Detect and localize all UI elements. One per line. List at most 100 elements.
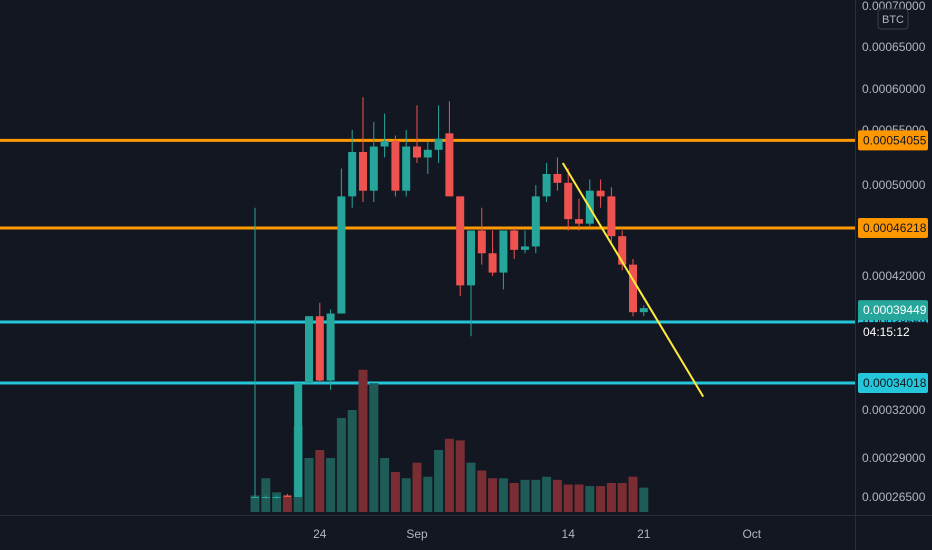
candle <box>380 113 389 158</box>
level-price-tag-bg <box>858 372 928 393</box>
candle-body <box>402 146 411 191</box>
candle-body <box>326 313 335 381</box>
candle <box>531 185 540 254</box>
candle-body <box>639 308 648 313</box>
y-tick-label: 0.00070000 <box>862 0 926 13</box>
volume-bar <box>552 479 562 512</box>
volume-bar <box>423 476 433 512</box>
candle-body <box>467 230 475 286</box>
candle <box>542 163 551 203</box>
candle-body <box>315 316 324 381</box>
x-tick-label: 14 <box>562 527 576 541</box>
candle <box>499 230 508 290</box>
candle <box>629 258 637 317</box>
candle-body <box>445 133 454 197</box>
volume-bar <box>272 492 282 512</box>
candle <box>521 230 529 254</box>
candle-body <box>607 196 616 237</box>
candle <box>337 168 346 314</box>
candle <box>369 121 378 203</box>
candle <box>456 196 465 297</box>
candle-body <box>294 383 303 497</box>
candle <box>251 207 259 498</box>
x-tick-label: Oct <box>742 527 761 541</box>
candle <box>305 316 313 384</box>
price-axis[interactable]: 0.000700000.000650000.000600000.00055000… <box>856 0 932 515</box>
currency-badge: BTC <box>877 8 909 30</box>
level-price-tag-bg <box>858 130 928 151</box>
y-tick-label: 0.00029000 <box>862 451 926 465</box>
candle-body <box>456 196 465 286</box>
y-tick-label: 0.00060000 <box>862 82 926 96</box>
candle <box>315 302 324 384</box>
volume-bar <box>455 440 465 512</box>
candle-body <box>531 196 540 247</box>
candle <box>348 130 357 208</box>
x-tick-label: 21 <box>637 527 651 541</box>
price-axis-bg <box>856 0 932 515</box>
candle-body <box>413 146 421 158</box>
level-price-tag: 0.00054055 <box>858 130 928 151</box>
horizontal-levels <box>0 138 855 385</box>
level-price-tag-text: 0.00046218 <box>863 221 927 235</box>
y-tick-label: 0.00042000 <box>862 269 926 283</box>
level-price-tag-bg <box>858 218 928 239</box>
volume-bar <box>358 369 368 512</box>
volume-bar <box>520 479 530 512</box>
volume-bar <box>563 484 573 512</box>
candle <box>575 198 583 231</box>
volume-bar <box>606 482 616 512</box>
volume-bar <box>250 495 260 512</box>
level-price-tag-text: 0.00054055 <box>863 133 927 147</box>
last-price-tag: 0.00039449 <box>858 300 928 321</box>
candle <box>639 305 648 317</box>
volume-bar <box>326 458 336 512</box>
volume-bar <box>466 462 476 512</box>
candle <box>477 207 486 265</box>
volume-bar <box>531 479 541 512</box>
volume-bar <box>596 486 606 512</box>
volume-bar <box>542 476 552 512</box>
candle-body <box>391 141 400 191</box>
volume-bar <box>261 478 271 512</box>
candle-body <box>380 141 389 147</box>
candle-body <box>575 219 583 224</box>
candle <box>423 141 432 174</box>
y-tick-label: 0.00050000 <box>862 178 926 192</box>
candle <box>553 157 562 191</box>
candle <box>596 179 605 208</box>
volume-bar <box>477 470 487 512</box>
candlesticks <box>251 97 648 499</box>
volume-bar <box>315 450 325 512</box>
volume-bar <box>585 486 595 512</box>
countdown-tag-bg <box>858 322 928 343</box>
y-tick-label: 0.00032000 <box>862 403 926 417</box>
candle-body <box>337 196 346 314</box>
candle <box>294 383 303 497</box>
price-tags: 0.000540550.000462180.000385690.00034018… <box>858 130 928 393</box>
level-price-tag: 0.00034018 <box>858 372 928 393</box>
volume-bar <box>639 487 649 512</box>
volume-bar <box>369 383 379 512</box>
x-tick-label: 24 <box>313 527 327 541</box>
candle-body <box>477 230 486 254</box>
candle <box>510 228 519 259</box>
volume-bar <box>509 482 519 512</box>
candle <box>402 130 411 197</box>
candle <box>564 168 573 231</box>
level-price-tag-text: 0.00034018 <box>863 376 927 390</box>
candle <box>467 230 475 337</box>
candle <box>359 97 367 203</box>
countdown-tag-text: 04:15:12 <box>863 325 910 339</box>
candle-body <box>261 497 270 498</box>
volume-bar <box>390 472 400 512</box>
candle <box>607 187 616 242</box>
candle <box>445 101 454 197</box>
candle <box>283 493 292 497</box>
candle <box>434 105 443 163</box>
time-axis[interactable]: 24 Sep 14 21 Oct <box>313 527 762 541</box>
volume-bar <box>617 482 627 512</box>
candle <box>391 135 400 197</box>
